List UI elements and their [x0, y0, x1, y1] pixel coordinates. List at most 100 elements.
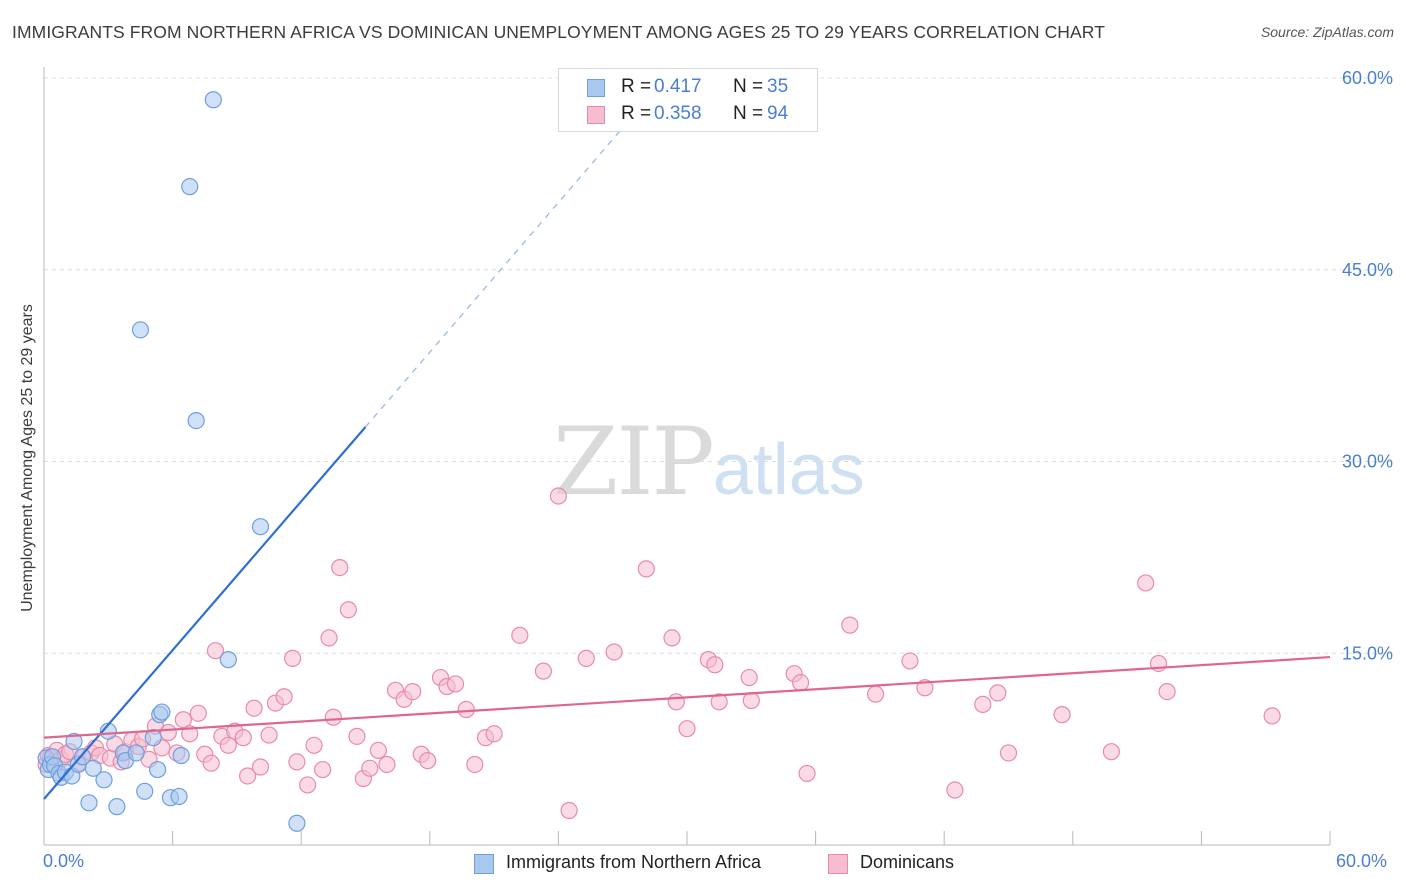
- dominicans-point: [404, 682, 422, 701]
- dominicans-point: [663, 629, 681, 647]
- correlation-legend: R = 0.417 N = 35 R = 0.358 N = 94: [558, 68, 818, 132]
- immigrants-point: [65, 732, 83, 751]
- dominicans-point: [260, 726, 278, 744]
- dominicans-trend-line: [43, 655, 1331, 739]
- dominicans-point: [946, 781, 964, 799]
- dominicans-point: [239, 767, 257, 785]
- dominicans-point: [841, 616, 859, 634]
- immigrants-point: [288, 814, 306, 832]
- dominicans-point: [457, 700, 475, 719]
- dominicans-point: [740, 668, 758, 687]
- dominicans-point: [534, 662, 552, 680]
- dominicans-point: [511, 626, 529, 644]
- dominicans-point: [1102, 743, 1120, 761]
- dominicans-point: [867, 685, 885, 703]
- dominicans-point: [288, 753, 306, 771]
- y-tick-label: 30.0%: [1342, 452, 1393, 472]
- dominicans-point: [605, 643, 623, 661]
- dominicans-point: [901, 652, 919, 670]
- y-axis-label: Unemployment Among Ages 25 to 29 years: [19, 304, 36, 612]
- legend-r-label: R =: [621, 76, 652, 97]
- legend-n-label: N =: [733, 76, 764, 97]
- immigrants-point: [84, 759, 102, 777]
- dominicans-point: [1263, 707, 1281, 725]
- immigrants-point: [170, 787, 188, 806]
- dominicans-point: [219, 736, 237, 754]
- immigrants-trend-line: [43, 426, 367, 800]
- dominicans-point: [989, 684, 1007, 702]
- dominicans-point: [361, 759, 379, 777]
- dominicans-point: [275, 688, 293, 706]
- series-swatch-pink: [828, 854, 848, 874]
- dominicans-point: [299, 776, 317, 794]
- immigrants-point: [219, 651, 237, 669]
- legend-n-value: 35: [767, 76, 789, 97]
- legend-n-value: 94: [767, 103, 789, 124]
- dominicans-point: [159, 723, 177, 742]
- chart-title: IMMIGRANTS FROM NORTHERN AFRICA VS DOMIN…: [12, 22, 1106, 42]
- dominicans-point: [251, 758, 270, 776]
- dominicans-point: [466, 755, 484, 774]
- dominicans-point: [667, 693, 685, 711]
- dominicans-point: [284, 649, 302, 667]
- dominicans-point: [206, 642, 225, 660]
- dominicans-point: [378, 755, 396, 774]
- dominicans-point: [305, 736, 323, 754]
- dominicans-point: [189, 704, 207, 722]
- watermark-atlas: atlas: [712, 430, 865, 510]
- watermark-zip: ZIP: [553, 408, 715, 517]
- immigrants-point: [187, 411, 205, 430]
- immigrants-point: [172, 746, 190, 765]
- dominicans-point: [637, 560, 655, 578]
- dominicans-point: [348, 727, 366, 745]
- legend-r-value: 0.417: [654, 76, 702, 97]
- immigrants-point: [181, 178, 199, 196]
- dominicans-point: [339, 601, 357, 619]
- legend-n-label: N =: [733, 103, 764, 124]
- legend-r-value: 0.358: [654, 103, 702, 124]
- source-credit: Source: ZipAtlas.com: [1260, 24, 1394, 40]
- dominicans-point: [549, 487, 568, 505]
- dominicans-point: [999, 744, 1018, 762]
- watermark: ZIPatlas: [553, 408, 865, 517]
- immigrants-point: [136, 782, 154, 800]
- y-tick-label: 60.0%: [1342, 68, 1393, 88]
- dominicans-point: [974, 695, 992, 713]
- immigrants-point: [153, 703, 171, 721]
- immigrants-point: [127, 744, 145, 762]
- immigrants-point: [73, 748, 92, 766]
- immigrants-point: [108, 798, 126, 816]
- dominicans-point: [331, 559, 349, 577]
- dominicans-point: [706, 656, 724, 674]
- dominicans-point: [1137, 574, 1155, 592]
- immigrants-point: [204, 91, 222, 109]
- legend-r-label: R =: [621, 103, 652, 124]
- immigrants-point: [95, 771, 113, 789]
- dominicans-point: [419, 752, 437, 770]
- immigrants-point: [80, 794, 98, 812]
- immigrants-point: [251, 518, 270, 536]
- x-tick-label-max: 60.0%: [1336, 851, 1388, 871]
- dominicans-point: [369, 741, 387, 760]
- y-tick-label: 45.0%: [1342, 260, 1393, 280]
- immigrants-point: [144, 729, 162, 747]
- dominicans-point: [314, 760, 332, 779]
- dominicans-point: [174, 711, 192, 729]
- dominicans-point: [560, 801, 578, 820]
- dominicans-point: [791, 674, 810, 692]
- dominicans-point: [245, 699, 263, 717]
- dominicans-point: [324, 708, 342, 726]
- dominicans-point: [1158, 682, 1176, 701]
- dominicans-point: [742, 691, 760, 710]
- dominicans-point: [485, 725, 503, 743]
- dominicans-point: [1053, 706, 1071, 724]
- series-swatch-blue: [474, 854, 494, 874]
- dominicans-point: [234, 729, 252, 747]
- dominicans-point: [710, 693, 728, 711]
- legend-swatch-pink: [587, 106, 605, 124]
- dominicans-point: [446, 675, 465, 693]
- immigrants-point: [148, 760, 167, 779]
- series-label: Dominicans: [860, 852, 955, 872]
- immigrants-point: [131, 321, 150, 339]
